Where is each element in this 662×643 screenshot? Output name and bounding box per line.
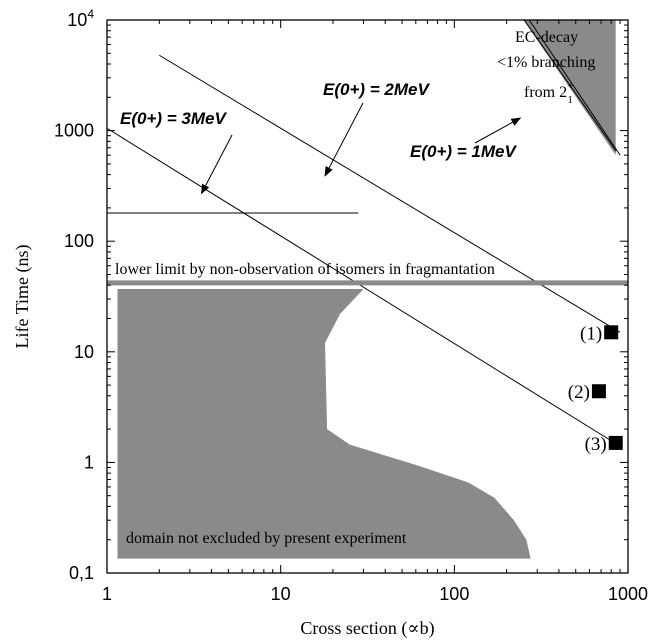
y-tick-label: 1 [84,452,94,472]
x-axis-label: Cross section (∝b) [300,618,434,639]
y-tick-label: 0,1 [69,563,94,583]
y-tick-label: 100 [64,231,94,251]
y-tick-label-sup: 4 [87,7,94,21]
energy-line-2 [159,54,621,333]
y-tick-label-base: 10 [67,10,87,30]
y-tick-label: 1000 [54,121,94,141]
energy-annotation-arrow-1 [474,117,522,144]
data-points: (1) (2) (3) [568,323,623,455]
y-axis-label: Life Time (ns) [12,244,33,348]
data-point-3 [608,435,623,450]
allowed-region-label: domain not excluded by present experimen… [126,530,407,547]
energy-annotations: E(0+) = 1MeV E(0+) = 2MeV E(0+) = 3MeV [120,80,522,195]
data-point-label-2: (2) [568,382,590,403]
ec-branching-label: <1% branching [497,54,595,71]
data-point-label-1: (1) [580,323,602,344]
energy-annotation-arrow-2 [324,102,364,177]
y-tick-label: 104 [67,7,94,30]
energy-line-1-inner [523,19,617,152]
x-tick-label: 100 [439,584,469,604]
ec-decay-label: EC-decay [515,29,578,46]
plot-frame [106,19,629,574]
x-tick-label: 1 [102,584,112,604]
axis-ticks [106,19,629,574]
lower-limit-label: lower limit by non-observation of isomer… [115,261,495,278]
energy-annotation-1: E(0+) = 1MeV [410,142,517,161]
x-tick-labels: 1 10 100 1000 [102,584,648,604]
x-tick-label: 1000 [608,584,648,604]
energy-annotation-2: E(0+) = 2MeV [323,80,430,99]
data-point-1 [604,325,619,340]
ec-decay-region-shape [523,20,616,156]
data-point-2 [591,384,606,399]
data-point-label-3: (3) [585,434,607,455]
ec-from-label-sub: 1 [567,94,573,106]
energy-line-3 [106,127,621,447]
y-tick-label: 10 [74,342,94,362]
energy-annotation-arrow-3 [201,134,233,195]
x-tick-label: 10 [271,584,291,604]
energy-annotation-3: E(0+) = 3MeV [120,109,227,128]
allowed-region-shape [117,289,531,559]
ec-from-label-main: from 2 [524,84,567,101]
energy-line-1 [528,19,621,156]
ec-from-label-sup: + [567,80,573,92]
energy-lines [106,19,621,447]
ec-from-label: from 2+ 1 [524,80,573,106]
